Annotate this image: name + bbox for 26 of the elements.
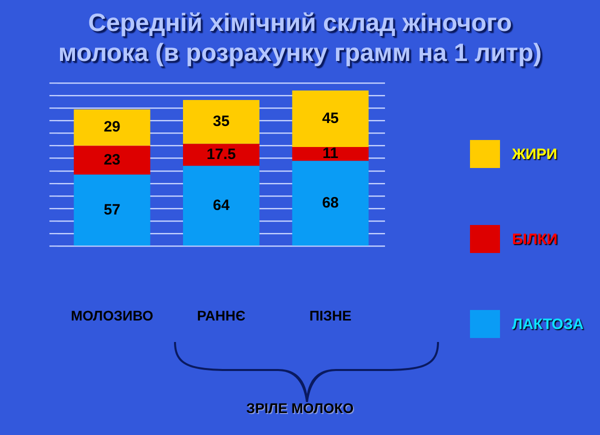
x-tick-label: МОЛОЗИВО — [70, 307, 154, 324]
bar — [292, 90, 369, 148]
data-label: 23 — [104, 151, 120, 168]
x-tick-label: РАННЄ — [197, 307, 246, 324]
legend-label: ЖИРИ — [512, 146, 558, 162]
bar — [74, 146, 150, 175]
bar — [183, 166, 260, 246]
bar — [292, 147, 369, 161]
data-label: 29 — [104, 118, 120, 136]
bar — [74, 174, 150, 246]
bar — [183, 100, 260, 144]
data-label: 17.5 — [206, 146, 236, 164]
legend-label: БІЛКИ — [512, 230, 558, 248]
text: ЗРІЛЕ МОЛОКО — [245, 400, 355, 416]
bar — [292, 160, 369, 246]
x-tick-label: ПІЗНЕ — [309, 307, 352, 324]
data-label: 57 — [104, 201, 120, 218]
data-label: 35 — [212, 113, 230, 130]
data-label: 11 — [322, 145, 338, 162]
bar — [74, 109, 150, 146]
data-label: 45 — [322, 110, 339, 127]
chart-title: Середній хімічний склад жіночого молока (в розрахунку грамм на 1 литр) — [57, 8, 543, 68]
data-label: 68 — [322, 194, 339, 212]
legend-label: ЛАКТОЗА — [512, 316, 584, 332]
bar — [183, 144, 260, 166]
data-label: 64 — [212, 196, 230, 214]
